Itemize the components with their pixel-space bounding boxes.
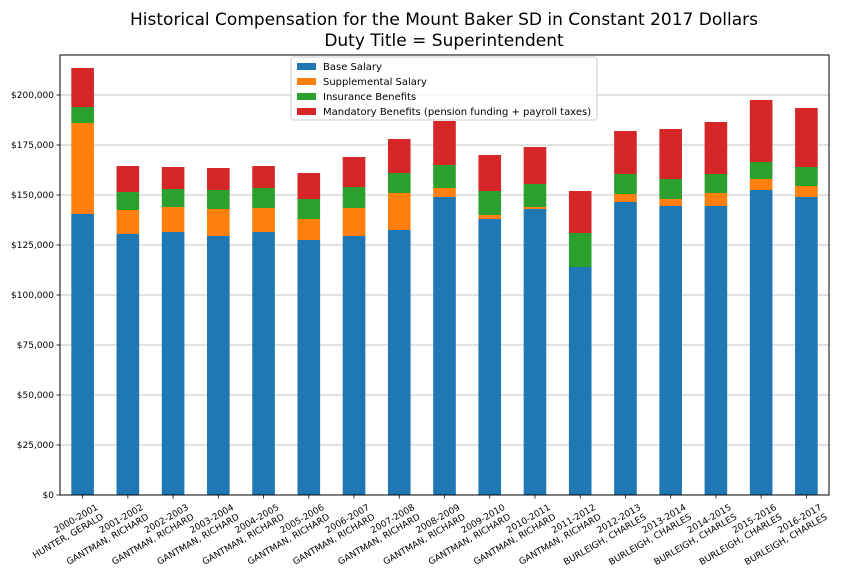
- bar-segment: [749, 100, 773, 162]
- bar-segment: [161, 207, 185, 232]
- bar-segment: [252, 166, 275, 188]
- bar-segment: [207, 190, 230, 209]
- bar-segment: [704, 122, 728, 174]
- bar-segment: [614, 194, 637, 202]
- bar-segment: [659, 179, 682, 199]
- bar-segment: [297, 240, 321, 495]
- y-tick-label: $200,000: [11, 91, 54, 101]
- bar-segment: [523, 147, 547, 184]
- legend-label: Base Salary: [323, 62, 382, 73]
- bar-segment: [116, 166, 140, 192]
- bar-segment: [342, 236, 366, 495]
- bar-segment: [71, 214, 94, 495]
- bar-segment: [614, 131, 637, 174]
- bar-segment: [433, 165, 456, 188]
- bar-segment: [297, 173, 321, 199]
- legend-label: Supplemental Salary: [323, 77, 427, 88]
- x-axis: 2000-2001HUNTER, GERALD2001-2002GANTMAN,…: [31, 495, 830, 568]
- y-tick-label: $0: [43, 491, 55, 501]
- bar-segment: [116, 210, 140, 234]
- y-tick-label: $175,000: [11, 141, 54, 151]
- bar-segment: [387, 193, 411, 230]
- bar-segment: [207, 168, 230, 190]
- bar-segment: [433, 188, 456, 197]
- bar-segment: [614, 202, 637, 495]
- y-tick-label: $125,000: [11, 241, 54, 251]
- bar-segment: [659, 199, 682, 206]
- y-tick-label: $50,000: [17, 391, 54, 401]
- bar-segment: [614, 174, 637, 194]
- bar-segment: [297, 199, 321, 219]
- bar-segment: [523, 207, 547, 209]
- bar-segment: [71, 107, 94, 123]
- bar-segment: [478, 219, 502, 495]
- legend-swatch: [297, 63, 316, 70]
- bar-segment: [795, 167, 818, 186]
- legend-label: Insurance Benefits: [323, 92, 416, 103]
- bar-segment: [207, 236, 230, 495]
- bar-segment: [387, 139, 411, 173]
- bar-segment: [749, 190, 773, 495]
- bar-segment: [433, 121, 456, 165]
- bar-segment: [704, 193, 728, 206]
- bar-segment: [478, 191, 502, 215]
- chart-title: Historical Compensation for the Mount Ba…: [130, 10, 758, 30]
- y-tick-label: $25,000: [17, 441, 54, 451]
- bar-segment: [207, 209, 230, 236]
- y-tick-label: $100,000: [11, 291, 54, 301]
- bar-segment: [387, 230, 411, 495]
- bar-segment: [161, 189, 185, 207]
- bar-segment: [659, 129, 682, 179]
- legend: Base Salary Supplemental Salary Insurance …: [290, 56, 598, 121]
- bar-segment: [342, 208, 366, 236]
- bar-segment: [523, 184, 547, 207]
- bar-segment: [795, 108, 818, 167]
- bar-segment: [795, 197, 818, 495]
- bar-segment: [749, 162, 773, 179]
- bars: [71, 68, 818, 495]
- y-tick-label: $150,000: [11, 191, 54, 201]
- bar-segment: [749, 179, 773, 190]
- y-tick-label: $75,000: [17, 341, 54, 351]
- bar-segment: [342, 157, 366, 187]
- bar-segment: [568, 191, 592, 233]
- bar-segment: [161, 167, 185, 189]
- bar-segment: [523, 209, 547, 495]
- legend-swatch: [297, 78, 316, 85]
- bar-segment: [433, 197, 456, 495]
- bar-segment: [252, 232, 275, 495]
- bar-segment: [252, 208, 275, 232]
- bar-segment: [116, 234, 140, 495]
- bar-segment: [71, 123, 94, 214]
- legend-swatch: [297, 93, 316, 100]
- bar-segment: [252, 188, 275, 208]
- bar-segment: [704, 174, 728, 193]
- bar-segment: [478, 155, 502, 191]
- bar-segment: [387, 173, 411, 193]
- legend-swatch: [297, 108, 316, 115]
- bar-segment: [478, 215, 502, 219]
- bar-segment: [116, 192, 140, 210]
- bar-segment: [568, 267, 592, 495]
- bar-segment: [297, 219, 321, 240]
- bar-segment: [161, 232, 185, 495]
- chart-subtitle: Duty Title = Superintendent: [324, 31, 564, 51]
- legend-box: [290, 56, 598, 121]
- bar-segment: [704, 206, 728, 495]
- bar-segment: [342, 187, 366, 208]
- bar-segment: [568, 233, 592, 267]
- bar-segment: [795, 186, 818, 197]
- bar-segment: [71, 68, 94, 107]
- bar-segment: [659, 206, 682, 495]
- y-axis: $0 $25,000 $50,000 $75,000 $100,000 $125,000 $…: [11, 91, 60, 501]
- legend-label: Mandatory Benefits (pension funding + pa…: [323, 107, 591, 118]
